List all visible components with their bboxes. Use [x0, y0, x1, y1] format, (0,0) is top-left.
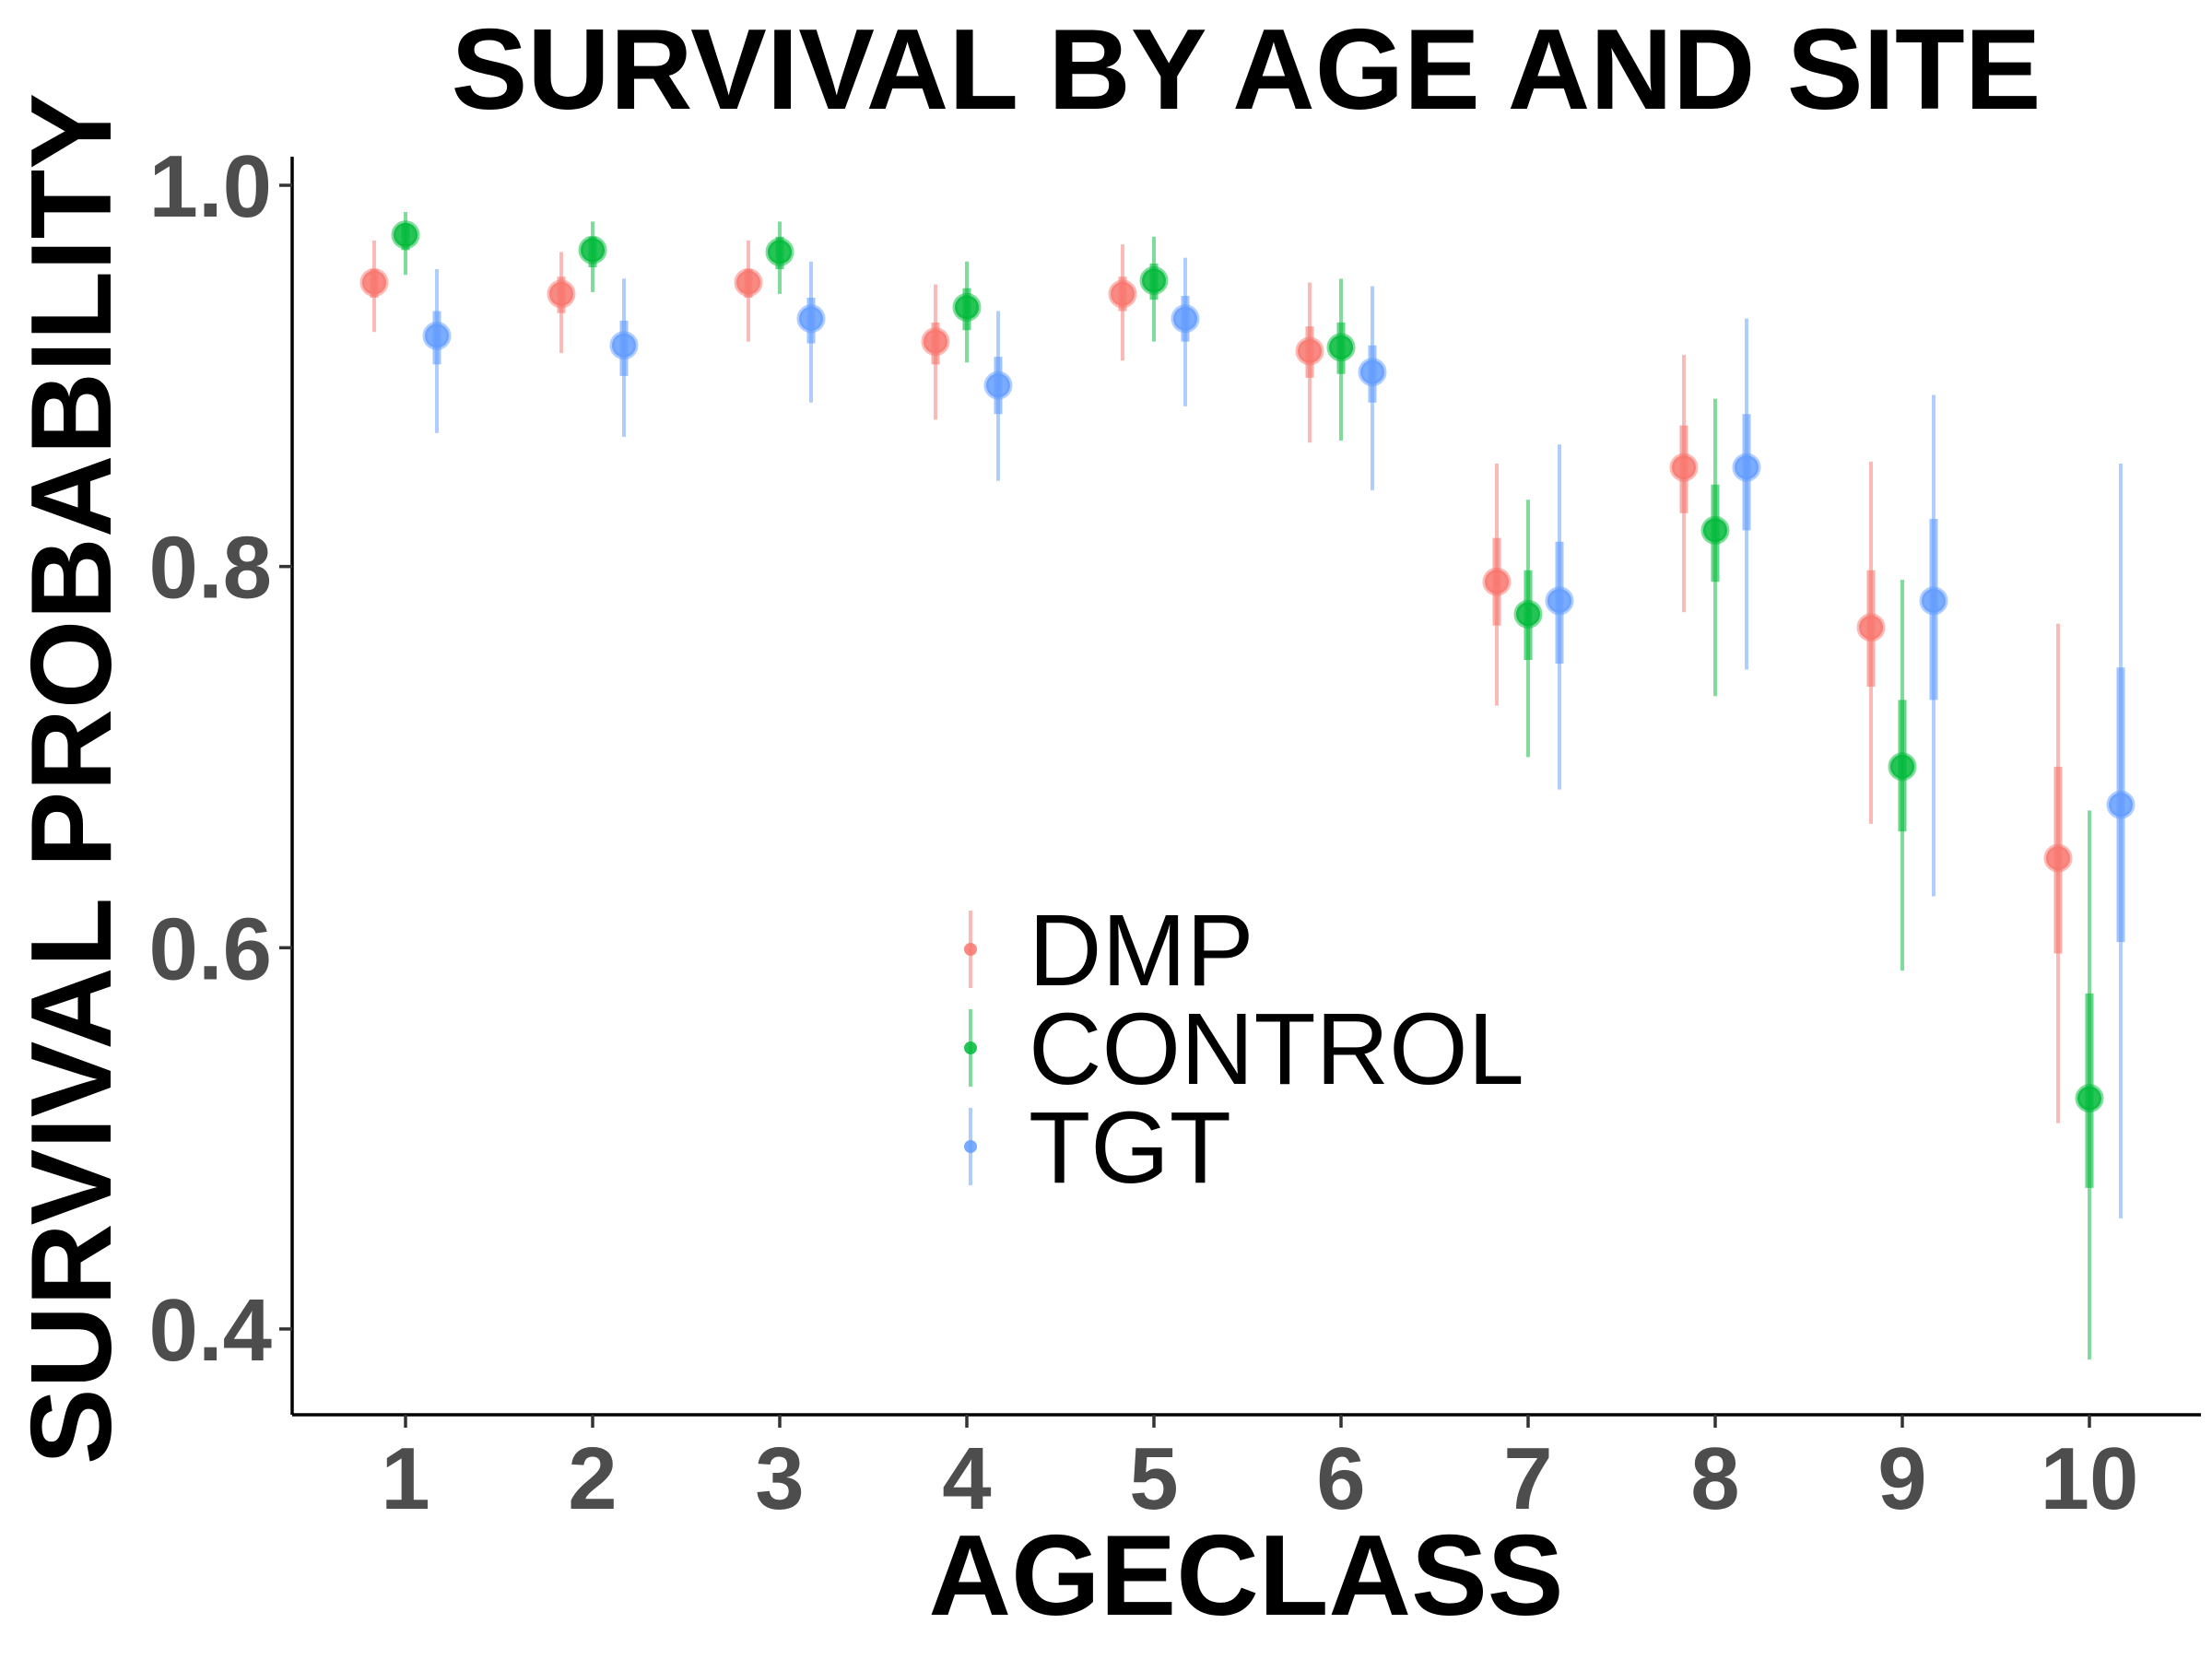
- x-tick-label: 6: [1316, 1430, 1365, 1528]
- legend-item: DMP: [964, 894, 1253, 1007]
- chart-title: SURVIVAL BY AGE AND SITE: [452, 6, 2041, 134]
- data-point: [1139, 265, 1169, 295]
- legend-key-point: [964, 943, 977, 956]
- data-point: [1513, 599, 1543, 629]
- data-point: [1482, 567, 1512, 596]
- x-tick-label: 7: [1503, 1430, 1552, 1528]
- y-axis: 0.4 0.6 0.8 1.0: [149, 137, 292, 1380]
- data-point: [391, 220, 420, 250]
- y-tick-label: 0.4: [149, 1281, 272, 1380]
- data-point: [1295, 336, 1324, 366]
- y-tick-label: 0.8: [149, 519, 272, 618]
- data-point: [1108, 279, 1137, 309]
- data-point: [2043, 843, 2073, 873]
- x-tick-label: 2: [568, 1430, 617, 1528]
- legend-item: CONTROL: [964, 993, 1524, 1106]
- x-tick-label: 9: [1877, 1430, 1926, 1528]
- data-point: [2075, 1084, 2104, 1113]
- data-point: [1919, 586, 1948, 616]
- series-control: [391, 211, 2104, 1360]
- x-tick-label: 4: [942, 1430, 991, 1528]
- x-tick-label: 8: [1690, 1430, 1739, 1528]
- series-tgt: [422, 257, 2136, 1218]
- x-axis: 1 2 3 4 5 6 7 8 9 10: [381, 1415, 2138, 1528]
- legend-item: TGT: [964, 1091, 1231, 1205]
- data-point: [734, 268, 763, 297]
- data-point: [1171, 304, 1200, 334]
- data-point: [952, 292, 982, 322]
- data-point: [1545, 586, 1574, 616]
- x-tick-label: 5: [1129, 1430, 1178, 1528]
- data-point: [609, 331, 639, 360]
- legend-label: TGT: [1029, 1091, 1231, 1205]
- data-point: [422, 321, 452, 350]
- x-tick-label: 10: [2041, 1430, 2139, 1528]
- data-point: [1856, 613, 1886, 642]
- data-point: [1732, 453, 1761, 482]
- legend-label: DMP: [1029, 894, 1253, 1007]
- data-point: [1888, 752, 1917, 782]
- x-axis-title: AGECLASS: [929, 1512, 1564, 1640]
- plot-area: [359, 211, 2136, 1360]
- data-point: [547, 279, 576, 309]
- y-axis-title: SURVIVAL PROBABILITY: [8, 93, 135, 1465]
- data-point: [1669, 453, 1699, 482]
- legend-key-point: [964, 1041, 977, 1054]
- x-tick-label: 1: [381, 1430, 429, 1528]
- data-point: [578, 235, 607, 265]
- legend-key-point: [964, 1140, 977, 1153]
- data-point: [765, 237, 794, 266]
- data-point: [1700, 515, 1730, 545]
- data-point: [1326, 333, 1356, 362]
- data-point: [921, 327, 950, 357]
- legend-label: CONTROL: [1029, 993, 1524, 1106]
- series-dmp: [359, 241, 2073, 1124]
- data-point: [2106, 790, 2136, 819]
- data-point: [983, 371, 1013, 400]
- data-point: [796, 304, 826, 334]
- data-point: [359, 268, 389, 297]
- y-tick-label: 0.6: [149, 900, 272, 998]
- data-point: [1358, 358, 1387, 387]
- x-tick-label: 3: [755, 1430, 804, 1528]
- y-tick-label: 1.0: [149, 137, 272, 236]
